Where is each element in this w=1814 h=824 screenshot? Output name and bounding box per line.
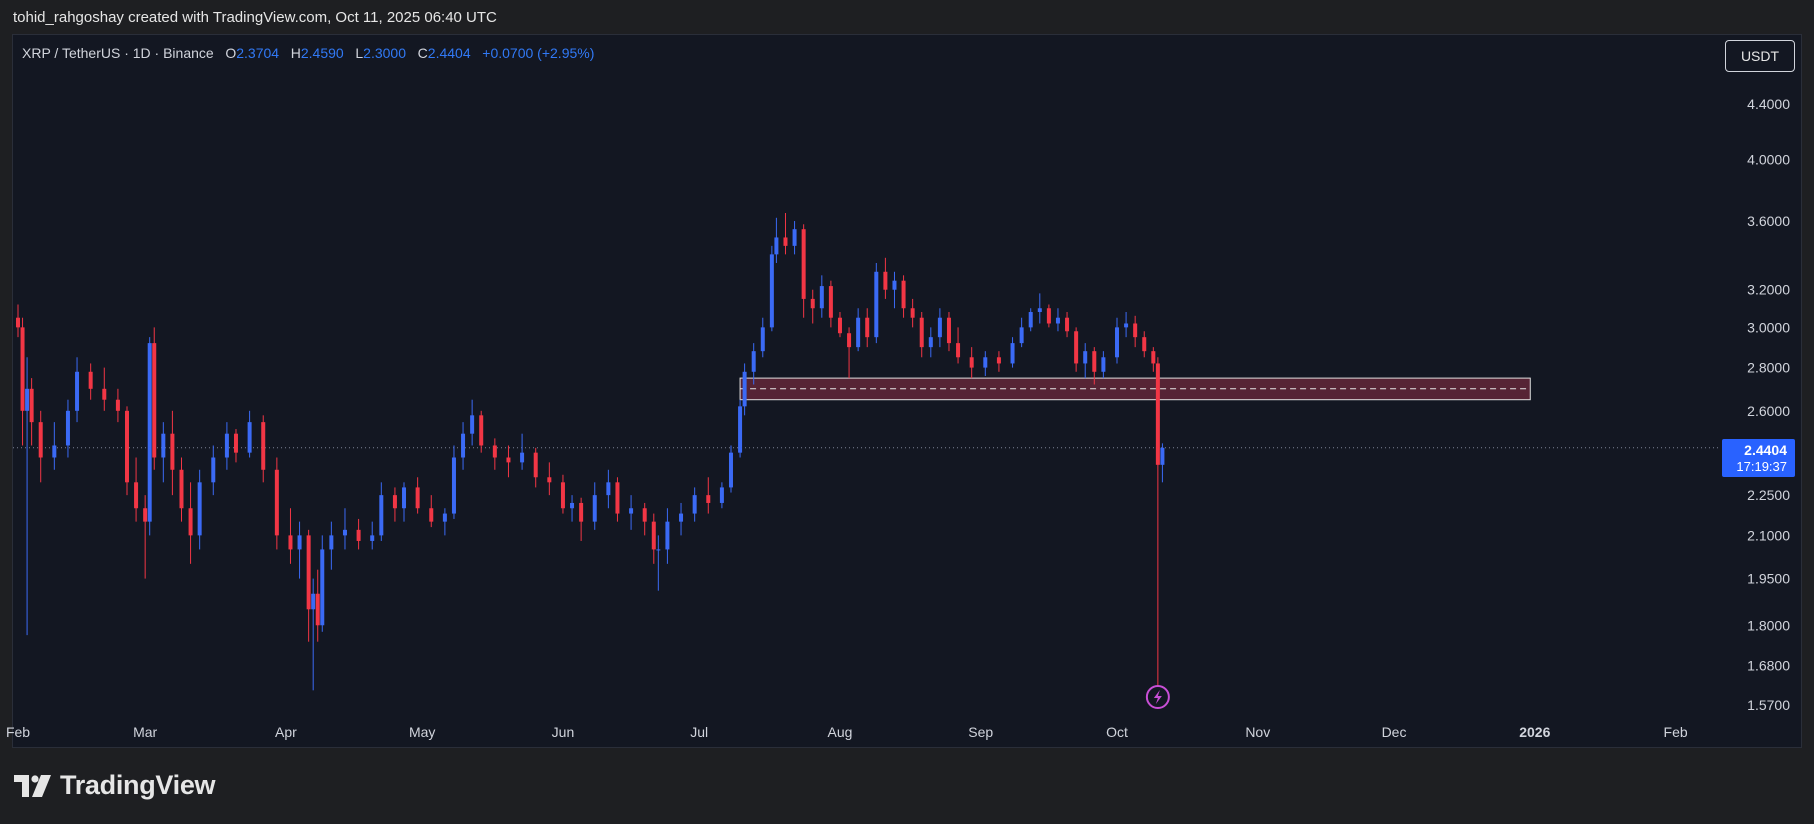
chart-panel[interactable] xyxy=(12,34,1802,748)
tradingview-logo-icon xyxy=(14,774,51,797)
high-value: 2.4590 xyxy=(300,45,344,61)
bar-countdown: 17:19:37 xyxy=(1736,459,1787,474)
low-label: L xyxy=(355,45,364,61)
attribution-text: tohid_rahgoshay created with TradingView… xyxy=(13,9,497,26)
open-label: O xyxy=(225,45,237,61)
close-label: C xyxy=(417,45,428,61)
last-price-value: 2.4404 xyxy=(1744,442,1787,458)
brand-name: TradingView xyxy=(60,770,216,800)
symbol-legend[interactable]: XRP / TetherUS · 1D · Binance O2.3704 H2… xyxy=(22,45,594,61)
currency-unit-button[interactable]: USDT xyxy=(1725,40,1795,72)
close-value: 2.4404 xyxy=(427,45,471,61)
high-label: H xyxy=(290,45,301,61)
last-price-tag: 2.4404 17:19:37 xyxy=(1722,439,1795,477)
open-value: 2.3704 xyxy=(236,45,280,61)
symbol-title[interactable]: XRP / TetherUS · 1D · Binance xyxy=(22,45,214,61)
change-value: +0.0700 (+2.95%) xyxy=(482,45,595,61)
tradingview-brand[interactable]: TradingView xyxy=(14,770,216,801)
low-value: 2.3000 xyxy=(363,45,406,61)
